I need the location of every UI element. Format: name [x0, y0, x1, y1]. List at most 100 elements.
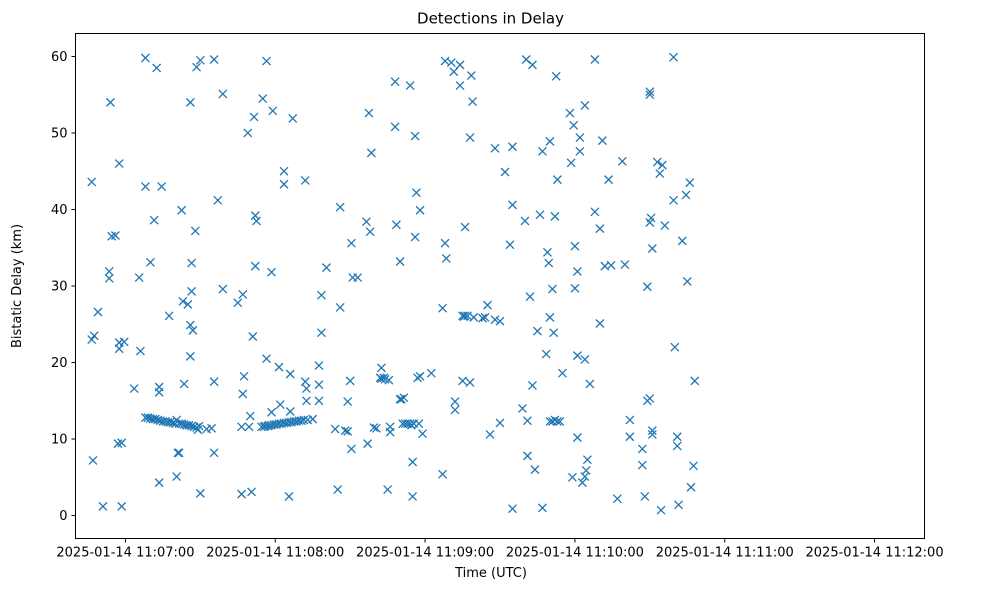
- data-point: [652, 157, 662, 167]
- data-point: [528, 381, 537, 390]
- data-point: [369, 423, 379, 433]
- y-tick-label: 20: [51, 356, 68, 371]
- data-point: [595, 224, 605, 234]
- data-point: [581, 465, 591, 475]
- data-point: [455, 60, 465, 70]
- data-point: [660, 221, 670, 231]
- data-point: [207, 423, 217, 433]
- data-point: [154, 478, 164, 488]
- data-point: [508, 200, 517, 210]
- data-point: [238, 389, 248, 399]
- data-point: [302, 384, 311, 393]
- data-point: [343, 426, 353, 436]
- data-point: [89, 331, 99, 341]
- data-point: [149, 215, 159, 225]
- data-point: [682, 276, 692, 286]
- data-point: [396, 394, 406, 404]
- data-point: [262, 56, 271, 66]
- data-point: [544, 258, 554, 268]
- data-point: [247, 487, 257, 497]
- data-point: [237, 489, 247, 499]
- data-point: [140, 53, 150, 63]
- data-point: [114, 159, 124, 169]
- data-point: [674, 500, 683, 510]
- data-point: [415, 205, 425, 215]
- data-point: [625, 415, 635, 425]
- data-point: [495, 418, 505, 428]
- y-tick-label: 0: [59, 509, 67, 524]
- data-point: [87, 335, 97, 345]
- data-point: [647, 429, 657, 439]
- data-point: [364, 108, 374, 118]
- y-tick-label: 40: [51, 203, 68, 218]
- data-point: [606, 260, 616, 270]
- data-point: [410, 232, 420, 242]
- data-point: [647, 244, 657, 253]
- data-point: [405, 81, 415, 90]
- data-point: [408, 491, 418, 501]
- data-point: [418, 429, 428, 439]
- data-point: [545, 416, 555, 426]
- data-point: [117, 501, 127, 511]
- data-point: [645, 394, 655, 403]
- data-point: [468, 97, 477, 107]
- data-point: [572, 351, 582, 361]
- data-point: [569, 120, 579, 130]
- data-point: [460, 311, 470, 321]
- y-axis: 0 10 20 30 40 50 60: [51, 50, 76, 524]
- data-point: [218, 89, 228, 99]
- data-point: [537, 503, 547, 513]
- data-point: [188, 325, 198, 335]
- data-point: [580, 354, 590, 364]
- data-point: [681, 190, 691, 200]
- data-point: [426, 368, 436, 378]
- data-point: [366, 148, 376, 158]
- data-point: [585, 379, 595, 389]
- data-point: [518, 403, 527, 413]
- data-point: [213, 195, 223, 205]
- data-point: [153, 415, 163, 425]
- data-point: [343, 397, 353, 406]
- data-point: [152, 63, 162, 73]
- data-point: [580, 100, 590, 110]
- data-point: [550, 211, 560, 221]
- data-point: [237, 422, 247, 432]
- x-axis-label: Time (UTC): [454, 566, 527, 581]
- data-point: [438, 469, 448, 479]
- data-point: [87, 177, 97, 187]
- data-point: [549, 328, 559, 338]
- data-point: [411, 188, 421, 198]
- data-point: [535, 210, 545, 220]
- data-point: [625, 432, 635, 442]
- data-point: [117, 438, 127, 448]
- data-point: [243, 128, 253, 138]
- data-point: [93, 307, 103, 317]
- data-point: [669, 52, 679, 62]
- x-tick-label: 2025-01-14 11:09:00: [356, 546, 494, 561]
- data-point: [218, 284, 228, 294]
- data-point: [642, 282, 652, 292]
- data-point: [617, 156, 627, 166]
- data-point: [177, 205, 187, 215]
- data-points: [87, 52, 700, 515]
- data-point: [530, 465, 540, 475]
- data-point: [314, 380, 324, 390]
- data-point: [466, 71, 476, 81]
- data-point: [438, 303, 448, 313]
- data-point: [268, 106, 278, 116]
- data-point: [640, 491, 650, 501]
- data-point: [458, 376, 468, 386]
- data-point: [185, 97, 195, 107]
- data-point: [178, 296, 188, 306]
- data-point: [410, 131, 420, 141]
- data-point: [408, 457, 418, 467]
- data-point: [677, 236, 687, 246]
- data-point: [595, 319, 605, 328]
- data-point: [209, 448, 219, 458]
- data-point: [340, 426, 350, 436]
- data-point: [245, 411, 255, 421]
- data-point: [645, 90, 655, 100]
- data-point: [406, 420, 416, 430]
- data-point: [590, 207, 600, 217]
- y-tick-label: 50: [51, 126, 68, 141]
